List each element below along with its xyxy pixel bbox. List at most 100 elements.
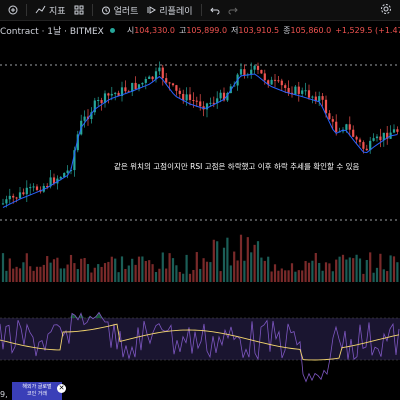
alarm-clock-icon xyxy=(101,6,110,15)
candle xyxy=(260,69,263,74)
candle xyxy=(188,94,192,100)
volume-bar xyxy=(195,252,198,282)
volume-bar xyxy=(301,270,304,282)
candle xyxy=(216,98,219,104)
undo-icon xyxy=(209,7,220,15)
replay-button[interactable]: 리플레이 xyxy=(146,4,193,17)
volume-bar xyxy=(151,264,154,282)
settings-button[interactable] xyxy=(380,3,392,18)
candle xyxy=(52,177,56,184)
candle xyxy=(175,85,178,91)
candle xyxy=(141,82,144,85)
volume-bar xyxy=(290,263,294,282)
volume-bar xyxy=(369,252,372,282)
volume-bar xyxy=(270,271,273,282)
volume-bar xyxy=(15,266,18,282)
candle xyxy=(83,116,86,121)
candle xyxy=(76,134,79,151)
volume-bar xyxy=(314,253,317,282)
volume-bar xyxy=(389,255,392,282)
candle xyxy=(165,78,168,83)
alerts-button[interactable]: 얼러트 xyxy=(101,4,138,17)
volume-bar xyxy=(335,259,338,282)
volume-bar xyxy=(134,264,137,282)
volume-bar xyxy=(205,261,209,282)
market-status-dot xyxy=(109,27,115,33)
volume-bar xyxy=(324,262,328,282)
candle xyxy=(324,99,328,114)
layout-button[interactable] xyxy=(74,5,84,15)
volume-bar xyxy=(209,262,212,282)
volume-bar xyxy=(171,258,175,282)
candle xyxy=(212,102,215,104)
redo-button[interactable] xyxy=(228,5,238,15)
candle xyxy=(134,82,137,90)
volume-bar xyxy=(199,268,202,282)
indicators-button[interactable]: 지표 xyxy=(35,4,66,17)
volume-bar xyxy=(358,258,362,282)
volume-bar xyxy=(267,256,270,282)
volume-bar xyxy=(188,273,192,282)
ad-banner[interactable]: 해외가 글로벌 코인 거래 xyxy=(12,382,62,400)
volume-bar xyxy=(365,259,368,282)
volume-bar xyxy=(260,257,263,282)
volume-bar xyxy=(386,271,389,282)
candle xyxy=(35,186,39,190)
compare-button[interactable] xyxy=(8,5,18,15)
volume-bar xyxy=(375,267,379,282)
volume-bar xyxy=(396,262,399,282)
candle xyxy=(25,187,28,195)
candle xyxy=(307,90,311,98)
ad-close-button[interactable]: ✕ xyxy=(57,384,66,393)
candle xyxy=(358,139,362,143)
candle xyxy=(386,132,389,139)
symbol-label[interactable]: Contract · 1날 · BITMEX xyxy=(0,26,104,37)
candle xyxy=(239,69,243,75)
candle xyxy=(226,93,229,101)
candle xyxy=(253,65,256,70)
candle xyxy=(22,192,25,195)
candle xyxy=(29,187,32,189)
high-value: 105,899.0 xyxy=(186,25,228,35)
volume-bar xyxy=(154,272,158,282)
candle xyxy=(243,69,246,76)
candle xyxy=(103,93,107,103)
candle xyxy=(90,112,93,120)
indicators-label: 지표 xyxy=(49,6,66,17)
volume-bar xyxy=(392,256,396,282)
top-toolbar: 지표 얼러트 리플레이 xyxy=(0,0,400,21)
volume-bar xyxy=(192,269,195,282)
candle xyxy=(69,170,73,172)
redo-icon xyxy=(228,7,238,15)
candle xyxy=(199,101,202,107)
candle xyxy=(110,93,113,96)
candle xyxy=(311,96,314,98)
close-icon: ✕ xyxy=(58,384,65,392)
candle xyxy=(192,99,195,101)
volume-bar xyxy=(93,267,96,282)
candle xyxy=(263,73,266,81)
candle xyxy=(161,67,164,79)
volume-bar xyxy=(83,257,86,282)
volume-bar xyxy=(236,260,239,282)
volume-bar xyxy=(331,271,334,282)
volume-bar xyxy=(253,244,256,282)
volume-bar xyxy=(8,258,11,282)
candle xyxy=(219,92,222,99)
volume-bar xyxy=(100,266,103,282)
undo-button[interactable] xyxy=(209,5,220,15)
candle xyxy=(365,148,368,151)
candle xyxy=(66,170,69,173)
volume-bar xyxy=(355,254,358,282)
candle xyxy=(124,87,127,92)
volume-bar xyxy=(362,273,365,282)
rsi-ma-line xyxy=(0,323,400,361)
candle xyxy=(297,86,300,94)
candle xyxy=(18,192,22,199)
volume-bar xyxy=(56,257,59,282)
candle xyxy=(372,138,375,141)
volume-bar xyxy=(73,263,76,282)
volume-bar xyxy=(52,259,56,282)
ad-line-1: 해외가 글로벌 xyxy=(22,384,52,390)
